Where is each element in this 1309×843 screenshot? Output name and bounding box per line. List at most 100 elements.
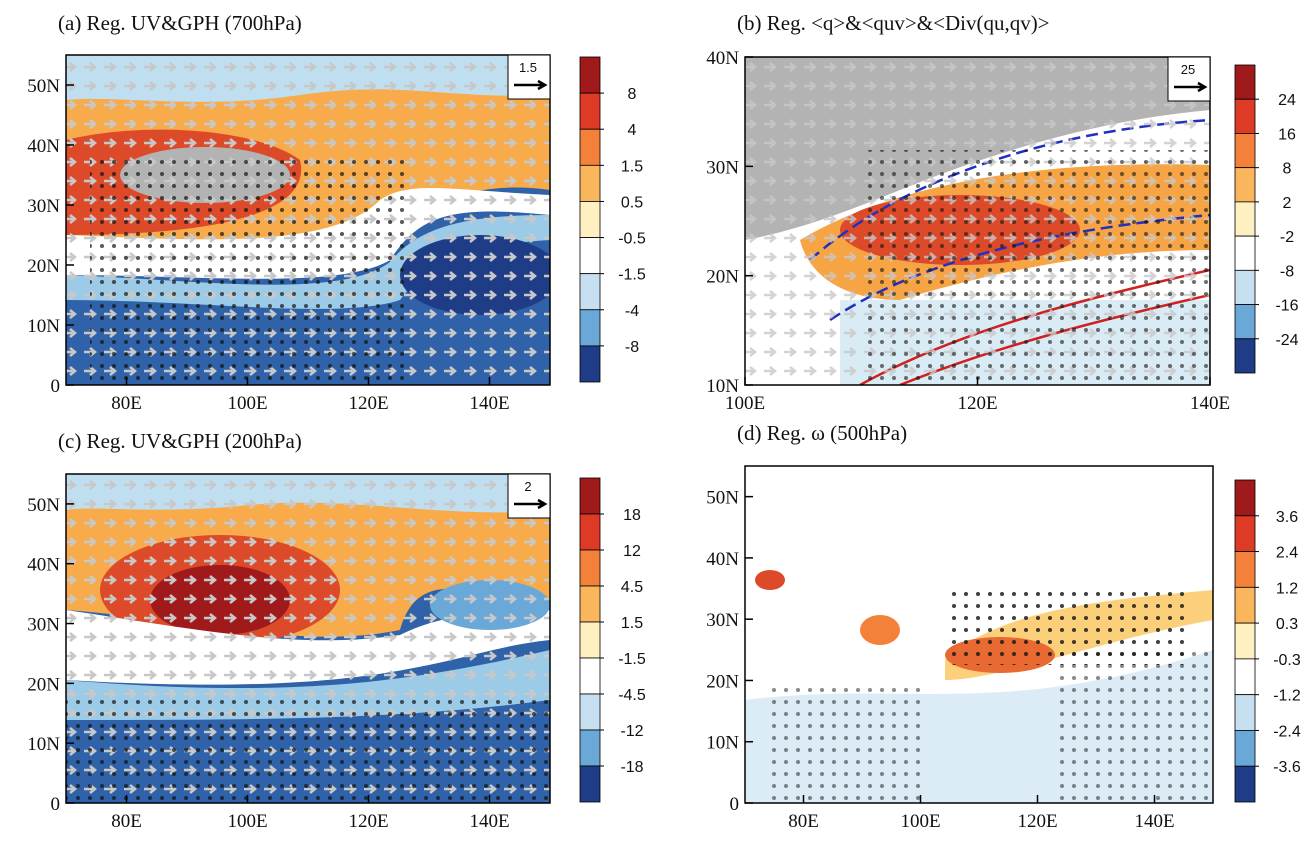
colorbar-label: -1.5 [618,651,646,668]
y-tick-label: 40N [27,555,60,576]
x-tick-label: 120E [348,393,388,414]
panel-title: (a) Reg. UV&GPH (700hPa) [58,11,302,35]
y-tick-label: 10N [27,316,60,337]
colorbar-label: -4 [625,303,639,320]
colorbar-box [579,585,601,623]
colorbar-box [579,164,601,202]
map-field [745,466,1213,803]
x-tick-label: 140E [1190,393,1230,414]
colorbar-box [1234,64,1256,100]
y-tick-label: 50N [706,488,739,509]
colorbar-label: -4.5 [618,687,646,704]
plot-frame [744,465,1214,804]
colorbar-label: 2 [1283,195,1292,212]
colorbar-box [1234,235,1256,271]
colorbar-label: -18 [620,759,643,776]
y-tick-label: 20N [706,671,739,692]
reference-box [1167,56,1211,102]
colorbar-box [579,56,601,94]
reference-value: 1.5 [519,60,537,75]
plot-frame [65,54,551,386]
x-tick-label: 120E [1017,811,1057,832]
colorbar-label: 4.5 [621,579,643,596]
colorbar-label: -0.5 [618,231,646,248]
colorbar-label: 16 [1278,126,1296,143]
colorbar-label: -24 [1275,332,1298,349]
colorbar-box [1234,765,1256,803]
colorbar-label: 24 [1278,92,1296,109]
map-field [66,55,550,385]
map-field [745,57,1210,385]
colorbar-box [579,765,601,803]
colorbar-box [1234,586,1256,624]
colorbar-label: 8 [628,86,637,103]
y-tick-label: 40N [706,48,739,69]
colorbar-label: 1.5 [621,615,643,632]
reference-arrow [514,498,548,510]
panel-title: (d) Reg. ω (500hPa) [737,421,907,445]
colorbar-box [1234,338,1256,374]
plot-frame [65,473,551,804]
y-tick-label: 0 [730,794,740,815]
colorbar-box [1234,658,1256,696]
reference-arrow [514,79,548,91]
y-tick-label: 30N [706,610,739,631]
colorbar-label: 3.6 [1276,509,1298,526]
y-tick-label: 10N [706,733,739,754]
colorbar-label: -8 [1280,263,1294,280]
colorbar-label: 0.5 [621,194,643,211]
colorbar-label: 12 [623,543,641,560]
colorbar-box [579,128,601,166]
y-tick-label: 30N [706,157,739,178]
colorbar-box [1234,167,1256,203]
colorbar-label: 18 [623,507,641,524]
y-tick-label: 10N [706,376,739,397]
y-tick-label: 50N [27,495,60,516]
colorbar-box [1234,304,1256,340]
colorbar-box [579,309,601,347]
colorbar-label: -16 [1275,298,1298,315]
colorbar-label: 1.5 [621,158,643,175]
panel-title: (c) Reg. UV&GPH (200hPa) [58,429,302,453]
panel-title: (b) Reg. <q>&<quv>&<Div(qu,qv)> [737,11,1050,35]
colorbar-box [579,729,601,767]
colorbar-box [1234,551,1256,588]
colorbar-box [579,345,601,383]
y-tick-label: 20N [27,674,60,695]
colorbar-box [579,201,601,238]
colorbar-label: -2.4 [1273,723,1301,740]
colorbar-label: 8 [1283,161,1292,178]
colorbar-label: 4 [628,122,637,139]
reference-value: 25 [1181,62,1195,77]
x-tick-label: 100E [227,393,267,414]
x-tick-label: 120E [957,393,997,414]
y-tick-label: 50N [27,76,60,97]
x-tick-label: 120E [348,811,388,832]
x-tick-label: 80E [111,393,142,414]
x-tick-label: 140E [469,393,509,414]
y-tick-label: 10N [27,734,60,755]
x-tick-label: 100E [725,393,765,414]
x-tick-label: 140E [1134,811,1174,832]
colorbar-box [579,657,601,695]
colorbar-box [1234,694,1256,731]
colorbar-box [579,621,601,659]
y-tick-label: 20N [27,256,60,277]
colorbar-box [1234,515,1256,552]
colorbar-box [579,92,601,130]
y-tick-label: 20N [706,267,739,288]
colorbar-label: -3.6 [1273,759,1301,776]
y-tick-label: 0 [51,376,61,397]
reference-arrow [1174,81,1208,93]
colorbar-box [579,513,601,551]
colorbar-label: -0.3 [1273,652,1301,669]
colorbar-box [1234,98,1256,134]
colorbar-box [1234,479,1256,517]
x-tick-label: 100E [227,811,267,832]
y-tick-label: 40N [706,549,739,570]
colorbar-box [1234,269,1256,305]
y-tick-label: 40N [27,136,60,157]
colorbar-label: -2 [1280,229,1294,246]
colorbar-box [1234,622,1256,660]
